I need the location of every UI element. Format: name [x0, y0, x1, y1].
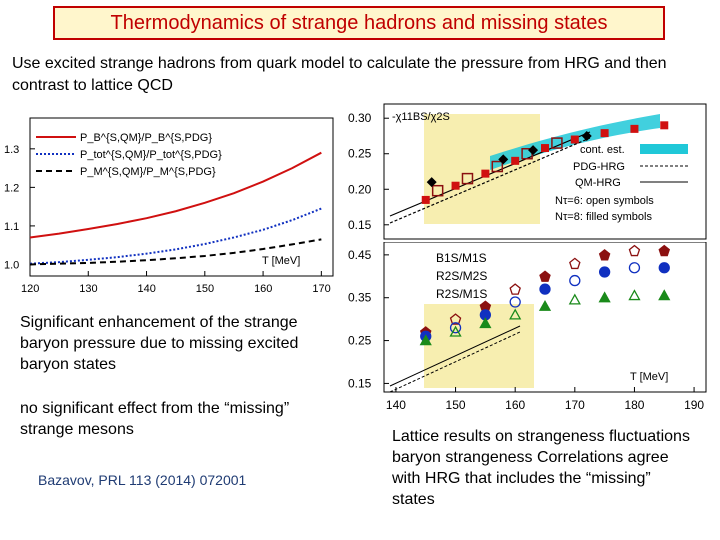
rb-point-r2s-m2s: [658, 262, 670, 274]
rb-xtick-label: 140: [386, 398, 406, 412]
rb-xtick-label: 180: [624, 398, 644, 412]
rb-point-r2s-m2s: [598, 266, 611, 278]
rb-point-r2s-m2s: [569, 274, 581, 287]
legend-filled: Nτ=8: filled symbols: [555, 211, 652, 223]
label-b1s: B1S/M1S: [436, 251, 487, 265]
rt-point-open: [461, 172, 474, 185]
rt-point-diamond: [528, 145, 539, 156]
rb-xtick-label: 160: [505, 398, 525, 412]
left-xtick-label: 150: [196, 283, 214, 295]
legend-baryon: P_B^{S,QM}/P_B^{S,PDG}: [80, 132, 212, 144]
rb-point-r2s-m1s: [538, 299, 552, 311]
left-chart: 1.0 1.1 1.2 1.3 120 130 140 150 160 170 P_B^{S,Q…: [4, 117, 334, 295]
rb-point-r2s-m1s: [628, 289, 641, 301]
left-xtick-label: 160: [254, 283, 272, 295]
rt-point-filled: [570, 135, 579, 144]
intro-text: Use excited strange hadrons from quark m…: [12, 55, 667, 94]
legend-cont: cont. est.: [580, 144, 625, 156]
rb-point-b1s: [569, 257, 581, 270]
left-series-line: [29, 238, 322, 266]
rt-point-filled: [451, 181, 460, 190]
rb-xtick-label: 170: [565, 398, 585, 412]
rt-point-filled: [511, 156, 520, 165]
rb-point-r2s-m2s: [539, 283, 551, 295]
right-bottom-xlabel: T [MeV]: [630, 371, 668, 383]
rt-ytick-label: 0.25: [348, 147, 372, 161]
yellow-band-bottom: [424, 304, 534, 388]
rt-ytick-label: 0.15: [348, 218, 372, 232]
enhancement-text: Significant enhancement of the strange b…: [20, 314, 299, 373]
rb-point-r2s-m1s: [419, 334, 432, 346]
rb-point-r2s-m2s: [628, 262, 641, 274]
rb-point-b1s: [539, 270, 551, 282]
rt-point-open: [431, 184, 444, 197]
rt-point-diamond: [498, 154, 509, 165]
rb-point-r2s-m1s: [568, 293, 581, 305]
cont-swatch: [640, 144, 688, 154]
rb-point-b1s: [628, 244, 641, 257]
rb-point-r2s-m1s: [598, 291, 611, 303]
rb-point-b1s: [598, 249, 611, 261]
legend-open: Nτ=6: open symbols: [555, 195, 654, 207]
rt-point-diamond: [426, 177, 437, 188]
left-ytick-label: 1.2: [4, 182, 19, 194]
left-series-line: [29, 207, 322, 265]
rt-point-diamond: [581, 130, 592, 141]
slide-title: Thermodynamics of strange hadrons and mi…: [53, 6, 665, 40]
rb-ytick-label: 0.15: [348, 376, 372, 390]
rt-point-filled: [660, 121, 669, 130]
rb-ytick-label: 0.45: [348, 248, 372, 262]
left-xtick-label: 120: [21, 283, 39, 295]
left-ytick-label: 1.0: [4, 259, 19, 271]
rb-xtick-label: 190: [684, 398, 704, 412]
rb-ytick-label: 0.35: [348, 291, 372, 305]
rb-point-b1s: [658, 244, 671, 257]
rt-point-filled: [630, 124, 639, 133]
rb-point-r2s-m1s: [509, 308, 522, 320]
label-r2s-m1s: R2S/M1S: [436, 287, 487, 301]
pdg-line: [389, 137, 591, 224]
rb-ytick-label: 0.25: [348, 334, 372, 348]
left-xlabel: T [MeV]: [262, 255, 300, 267]
right-top-ylabel: -χ11BS/χ2S: [392, 111, 450, 123]
left-series-line: [29, 151, 322, 239]
rb-point-b1s: [509, 283, 521, 295]
legend-pdg: PDG-HRG: [573, 161, 625, 173]
rt-ytick-label: 0.20: [348, 182, 372, 196]
yellow-band: [424, 114, 540, 224]
left-ytick-label: 1.1: [4, 221, 19, 233]
rt-point-filled: [421, 195, 430, 204]
rb-point-r2s-m2s: [449, 322, 462, 334]
rb-point-r2s-m2s: [509, 296, 521, 308]
rt-point-filled: [541, 144, 549, 153]
right-top-chart: 0.30 0.25 0.20 0.15 -χ11BS/χ2S cont. est. P…: [348, 103, 707, 240]
left-xtick-label: 130: [79, 283, 97, 295]
legend-qm: QM-HRG: [575, 177, 621, 189]
right-bottom-chart: 0.45 0.35 0.25 0.15 140 150 160 170 180 190 B1S/…: [348, 242, 707, 412]
left-legend: P_B^{S,QM}/P_B^{S,PDG} P_tot^{S,QM}/P_to…: [36, 132, 222, 178]
legend-total: P_tot^{S,QM}/P_tot^{S,PDG}: [80, 149, 222, 161]
rt-point-open: [551, 137, 563, 149]
rt-ytick-label: 0.30: [348, 111, 372, 125]
rt-point-filled: [481, 169, 490, 178]
legend-meson: P_M^{S,QM}/P_M^{S,PDG}: [80, 166, 216, 178]
lattice-text: Lattice results on strangeness fluctuati…: [392, 428, 690, 508]
rt-point-open: [491, 160, 504, 173]
rt-point-filled: [600, 129, 609, 138]
rb-xtick-label: 150: [446, 398, 466, 412]
rb-point-b1s: [449, 313, 462, 325]
left-ytick-label: 1.3: [4, 144, 19, 156]
no-effect-text: no significant effect from the “missing”…: [20, 400, 290, 438]
left-xtick-label: 140: [138, 283, 156, 295]
citation: Bazavov, PRL 113 (2014) 072001: [38, 472, 247, 488]
rb-point-r2s-m1s: [479, 317, 492, 329]
rb-point-r2s-m1s: [449, 325, 462, 337]
label-r2s-m2s: R2S/M2S: [436, 269, 487, 283]
left-xtick-label: 170: [312, 283, 330, 295]
rb-point-r2s-m1s: [658, 289, 671, 301]
